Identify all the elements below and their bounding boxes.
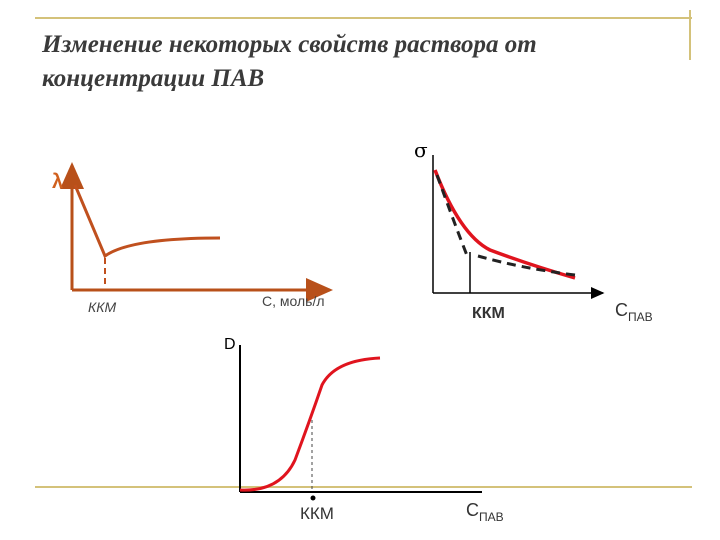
ccm-label: ККМ xyxy=(88,299,117,315)
y-label: D xyxy=(224,336,236,353)
x-label: СПАВ xyxy=(466,500,504,524)
x-subscript: ПАВ xyxy=(628,310,653,324)
x-label: С, моль/л xyxy=(262,293,325,309)
y-label: λ xyxy=(52,171,63,193)
y-label: σ xyxy=(414,138,428,162)
curve xyxy=(73,184,221,259)
graph-surface-tension: σ ККМ СПАВ xyxy=(414,138,653,324)
ccm-dot xyxy=(310,495,316,501)
frame xyxy=(35,10,692,488)
title-line: концентрации ПАВ xyxy=(42,65,264,92)
curve xyxy=(433,169,576,280)
x-symbol: С xyxy=(466,500,479,520)
curve xyxy=(239,356,381,492)
ccm-label: ККМ xyxy=(300,504,334,523)
graph-optical-density: D ККМ СПАВ xyxy=(224,336,504,524)
graph-conductivity: λ ККМ С, моль/л xyxy=(52,162,333,315)
tangent-lines xyxy=(435,174,576,277)
x-symbol: С xyxy=(615,300,628,320)
x-label: СПАВ xyxy=(615,300,653,324)
x-subscript: ПАВ xyxy=(479,510,504,524)
ccm-label: ККМ xyxy=(472,305,505,322)
title-line: Изменение некоторых свойств раствора от xyxy=(41,31,537,58)
